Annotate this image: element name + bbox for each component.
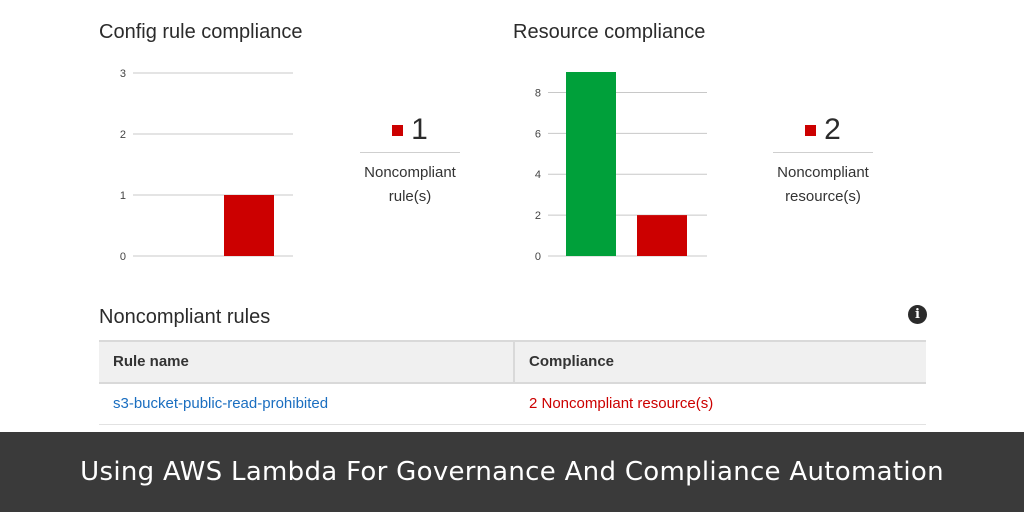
column-header-compliance[interactable]: Compliance xyxy=(529,353,615,370)
resource-compliance-chart: 0 2 4 6 8 xyxy=(535,72,707,263)
table-header: Rule name Compliance xyxy=(99,340,926,384)
title-banner: Using AWS Lambda For Governance And Comp… xyxy=(0,432,1024,512)
y-tick-label: 3 xyxy=(120,68,126,80)
noncompliant-swatch xyxy=(805,124,817,136)
compliance-status: 2 Noncompliant resource(s) xyxy=(529,395,714,412)
summary-label-line1: Noncompliant xyxy=(364,164,456,181)
resource-compliance-title: Resource compliance xyxy=(513,21,706,43)
summary-label-line2: rule(s) xyxy=(388,188,432,205)
summary-divider xyxy=(773,152,873,153)
y-tick-label: 2 xyxy=(120,129,126,141)
config-rule-compliance-chart: 0 1 2 3 xyxy=(120,68,293,263)
summary-divider xyxy=(360,152,460,153)
table-row: s3-bucket-public-read-prohibited 2 Nonco… xyxy=(99,384,926,425)
summary-label-line2: resource(s) xyxy=(785,188,861,205)
column-header-rule-name[interactable]: Rule name xyxy=(99,342,515,382)
noncompliant-rules-table: Rule name Compliance s3-bucket-public-re… xyxy=(99,340,926,425)
compliant-bar xyxy=(566,72,616,256)
y-tick-label: 4 xyxy=(535,169,541,181)
noncompliant-swatch xyxy=(392,124,404,136)
noncompliant-bar xyxy=(637,215,687,256)
y-tick-label: 6 xyxy=(535,128,541,140)
noncompliant-resource-count[interactable]: 2 xyxy=(824,113,841,146)
info-icon[interactable]: i xyxy=(908,305,927,324)
noncompliant-rules-title: Noncompliant rules xyxy=(99,306,271,328)
resource-summary: 2 Noncompliant resource(s) xyxy=(763,112,883,209)
summary-label-line1: Noncompliant xyxy=(777,164,869,181)
y-tick-label: 0 xyxy=(120,251,126,263)
y-tick-label: 8 xyxy=(535,87,541,99)
rule-name-cell: s3-bucket-public-read-prohibited xyxy=(99,384,515,424)
noncompliant-bar xyxy=(224,195,274,256)
y-tick-label: 2 xyxy=(535,210,541,222)
config-rule-compliance-title: Config rule compliance xyxy=(99,21,303,43)
rule-name-link[interactable]: s3-bucket-public-read-prohibited xyxy=(113,395,329,412)
noncompliant-rule-count[interactable]: 1 xyxy=(411,113,428,146)
y-tick-label: 1 xyxy=(120,190,126,202)
y-tick-label: 0 xyxy=(535,251,541,263)
config-rule-summary: 1 Noncompliant rule(s) xyxy=(350,112,470,209)
compliance-cell: 2 Noncompliant resource(s) xyxy=(515,384,713,424)
